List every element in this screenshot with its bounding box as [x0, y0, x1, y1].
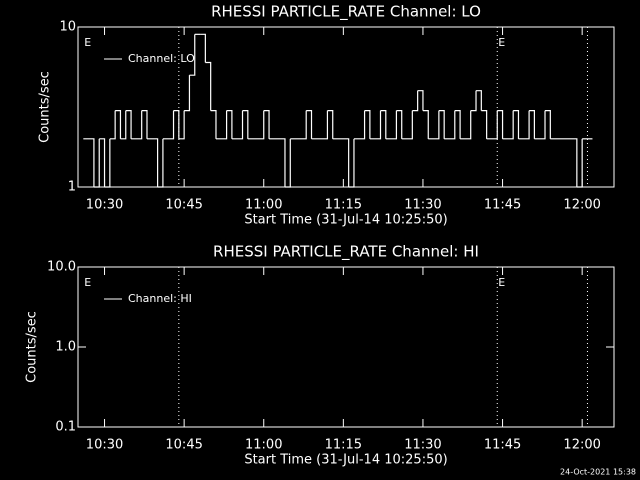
data-step: [184, 75, 191, 112]
legend-label: Channel: LO: [128, 52, 195, 65]
x-tick-label: 11:30: [404, 438, 441, 453]
x-tick-label: 10:45: [165, 198, 202, 213]
data-step: [290, 110, 307, 140]
y-tick-label: 10.0: [47, 260, 76, 275]
data-step: [146, 138, 159, 187]
data-step: [311, 110, 329, 140]
data-step: [115, 110, 122, 139]
data-step: [454, 110, 461, 139]
data-step: [502, 110, 514, 140]
data-step: [518, 110, 530, 140]
data-step: [141, 110, 148, 139]
y-axis-label: Counts/sec: [25, 311, 40, 383]
data-step: [534, 110, 546, 140]
x-axis-label: Start Time (31-Jul-14 10:25:50): [244, 213, 447, 228]
data-step: [529, 110, 535, 139]
chart-title: RHESSI PARTICLE_RATE Channel: HI: [213, 243, 479, 262]
data-step: [306, 110, 313, 139]
data-step: [263, 110, 270, 139]
plot-frame: [77, 26, 615, 188]
data-step: [131, 110, 143, 140]
data-step: [385, 110, 398, 140]
data-step: [470, 90, 477, 112]
data-step: [93, 138, 100, 188]
x-tick-label: 10:45: [165, 438, 202, 453]
data-step: [247, 110, 265, 140]
footer: 24-Oct-2021 15:38: [560, 468, 636, 477]
data-step: [120, 110, 127, 140]
x-tick-label: 11:30: [404, 198, 441, 213]
data-step: [226, 110, 233, 139]
data-step: [189, 34, 196, 76]
x-tick-label: 10:30: [86, 198, 123, 213]
data-step: [422, 110, 429, 139]
x-tick-label: 11:15: [325, 198, 362, 213]
annotation: E: [84, 276, 91, 289]
data-step: [332, 138, 350, 187]
x-tick-label: 11:15: [325, 438, 362, 453]
data-step: [380, 110, 387, 139]
data-step: [460, 110, 472, 140]
data-step: [327, 110, 334, 139]
data-step: [401, 110, 413, 140]
y-axis-label: Counts/sec: [38, 71, 53, 143]
y-tick-label: 1.0: [55, 340, 76, 355]
data-step: [486, 110, 498, 140]
data-step: [157, 138, 164, 188]
data-step: [497, 110, 504, 139]
data-step: [200, 33, 206, 63]
data-step: [412, 90, 419, 112]
data-step: [550, 138, 578, 187]
x-axis-label: Start Time (31-Jul-14 10:25:50): [244, 453, 447, 468]
data-step: [242, 110, 249, 139]
data-step: [476, 90, 482, 111]
data-step: [125, 110, 132, 139]
data-step: [513, 110, 520, 139]
x-tick-label: 11:00: [245, 198, 282, 213]
data-step: [231, 110, 244, 140]
data-step: [205, 61, 212, 111]
y-tick-label: 1: [68, 180, 76, 195]
x-tick-label: 12:00: [563, 438, 600, 453]
data-step: [104, 138, 111, 188]
data-step: [438, 110, 445, 139]
data-step: [417, 90, 424, 111]
data-step: [396, 110, 403, 139]
data-step: [481, 110, 488, 139]
data-step: [428, 110, 440, 140]
data-step: [215, 110, 228, 140]
data-step: [83, 138, 95, 187]
legend-label: Channel: HI: [128, 292, 192, 305]
data-step: [348, 138, 355, 188]
annotation: E: [498, 276, 505, 289]
data-step: [353, 110, 366, 140]
data-step: [162, 110, 175, 140]
data-step: [545, 110, 551, 139]
data-step: [269, 138, 286, 187]
annotation: E: [498, 36, 505, 49]
annotation: E: [84, 36, 91, 49]
data-step: [284, 138, 291, 188]
data-step: [364, 110, 371, 139]
data-step: [576, 138, 583, 188]
chart-title: RHESSI PARTICLE_RATE Channel: LO: [211, 3, 481, 22]
x-tick-label: 12:00: [563, 198, 600, 213]
data-step: [210, 110, 217, 139]
data-step: [99, 138, 106, 187]
data-step: [444, 110, 456, 140]
data-step: [369, 110, 382, 140]
data-step: [109, 110, 116, 140]
y-tick-label: 0.1: [55, 420, 76, 435]
x-tick-label: 11:45: [484, 198, 521, 213]
data-step: [173, 110, 180, 139]
x-tick-label: 11:45: [484, 438, 521, 453]
data-step: [178, 110, 185, 140]
x-tick-label: 10:30: [86, 438, 123, 453]
x-tick-label: 11:00: [245, 438, 282, 453]
y-tick-label: 10: [59, 20, 76, 35]
plot-frame: [77, 266, 615, 428]
